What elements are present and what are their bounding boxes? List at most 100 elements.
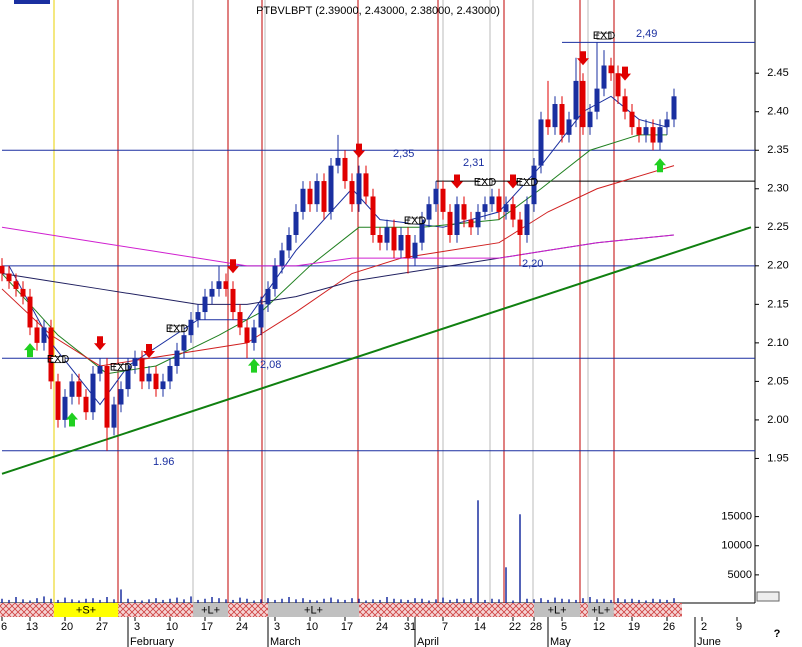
candle-body [657, 127, 663, 143]
buy-arrow [654, 158, 666, 173]
candle-body [349, 181, 355, 205]
x-tick-label: 13 [26, 621, 38, 633]
month-label: May [550, 636, 571, 647]
sell-arrow [94, 336, 106, 351]
candle-body [335, 157, 341, 166]
sell-arrow [227, 259, 239, 274]
band [268, 603, 359, 617]
candle-body [580, 80, 586, 128]
marker-box [407, 217, 423, 225]
candle-body [461, 204, 467, 220]
candle-body [468, 219, 474, 228]
candle-body [321, 181, 327, 212]
y-tick-label: 2.05 [767, 375, 788, 387]
candle-body [503, 204, 509, 212]
band-label: +L+ [201, 604, 220, 616]
candle-body [244, 327, 250, 343]
candle-body [125, 365, 131, 390]
marker-box [169, 325, 185, 333]
candle-body [146, 373, 152, 382]
candle-body [300, 188, 306, 212]
band-label: +S+ [76, 604, 96, 616]
x-tick-label: 14 [474, 621, 486, 633]
y-tick-label: 2.20 [767, 260, 788, 272]
level-label: 2,08 [260, 359, 281, 371]
candle-body [237, 312, 243, 328]
y-tick-label: 2.00 [767, 414, 788, 426]
x-tick-label: 7 [442, 621, 448, 633]
x-tick-label: 9 [736, 621, 742, 633]
candle-body [118, 389, 124, 405]
volume-tick-label: 10000 [721, 540, 752, 552]
y-tick-label: 2.15 [767, 298, 788, 310]
volume-tick-label: 15000 [721, 511, 752, 523]
candle-body [6, 273, 12, 282]
x-tick-label: 10 [166, 621, 178, 633]
sell-arrow [451, 174, 463, 189]
candle-body [419, 219, 425, 243]
candle-body [230, 288, 236, 313]
help-mark: ? [774, 628, 781, 640]
candle-body [272, 265, 278, 289]
x-tick-label: 27 [96, 621, 108, 633]
candle-body [447, 211, 453, 235]
candle-body [391, 227, 397, 251]
x-tick-label: 24 [376, 621, 388, 633]
candle-body [0, 265, 5, 274]
candle-body [209, 288, 215, 297]
candle-body [363, 173, 369, 197]
candle-body [328, 165, 334, 212]
x-tick-label: 28 [530, 621, 542, 633]
candle-body [104, 365, 110, 428]
candle-body [188, 319, 194, 336]
candle-body [370, 196, 376, 235]
trendline [1, 226, 752, 475]
candle-body [314, 181, 320, 205]
moving-average [1, 165, 675, 367]
marker-label: EXD [166, 323, 189, 335]
marker-label: EXD [47, 354, 70, 366]
candle-body [69, 381, 75, 397]
candle-body [34, 327, 40, 343]
sell-arrow [577, 51, 589, 66]
candle-body [384, 227, 390, 243]
candle-body [377, 235, 383, 243]
y-tick-label: 2.35 [767, 144, 788, 156]
month-label: March [270, 636, 301, 647]
x-tick-label: 26 [663, 621, 675, 633]
candle-body [41, 327, 47, 343]
candle-body [559, 104, 565, 135]
x-tick-label: 6 [1, 621, 7, 633]
moving-average [1, 134, 667, 375]
marker-box [50, 356, 66, 364]
marker-label: EXD [474, 176, 497, 188]
candle-body [76, 381, 82, 397]
candle-body [482, 204, 488, 212]
candle-body [132, 358, 138, 366]
marker-label: EXD [516, 176, 539, 188]
x-tick-label: 5 [561, 621, 567, 633]
candle-body [13, 281, 19, 289]
candle-body [650, 127, 656, 143]
candle-body [517, 219, 523, 235]
candle-body [573, 80, 579, 120]
marker-box [596, 32, 612, 40]
candle-body [405, 235, 411, 259]
sell-arrow [143, 343, 155, 358]
candle-body [216, 281, 222, 289]
candle-body [524, 204, 530, 235]
y-tick-label: 1.95 [767, 452, 788, 464]
candle-body [20, 288, 26, 297]
candle-body [139, 358, 145, 382]
candle-body [489, 196, 495, 205]
band-label: +L+ [548, 604, 567, 616]
sell-arrow [619, 66, 631, 81]
candle-body [153, 373, 159, 390]
candle-body [433, 188, 439, 205]
candle-body [622, 96, 628, 112]
header-block [14, 0, 50, 4]
y-tick-label: 2.45 [767, 67, 788, 79]
candle-body [286, 235, 292, 251]
volume-tick-label: 5000 [728, 569, 752, 581]
